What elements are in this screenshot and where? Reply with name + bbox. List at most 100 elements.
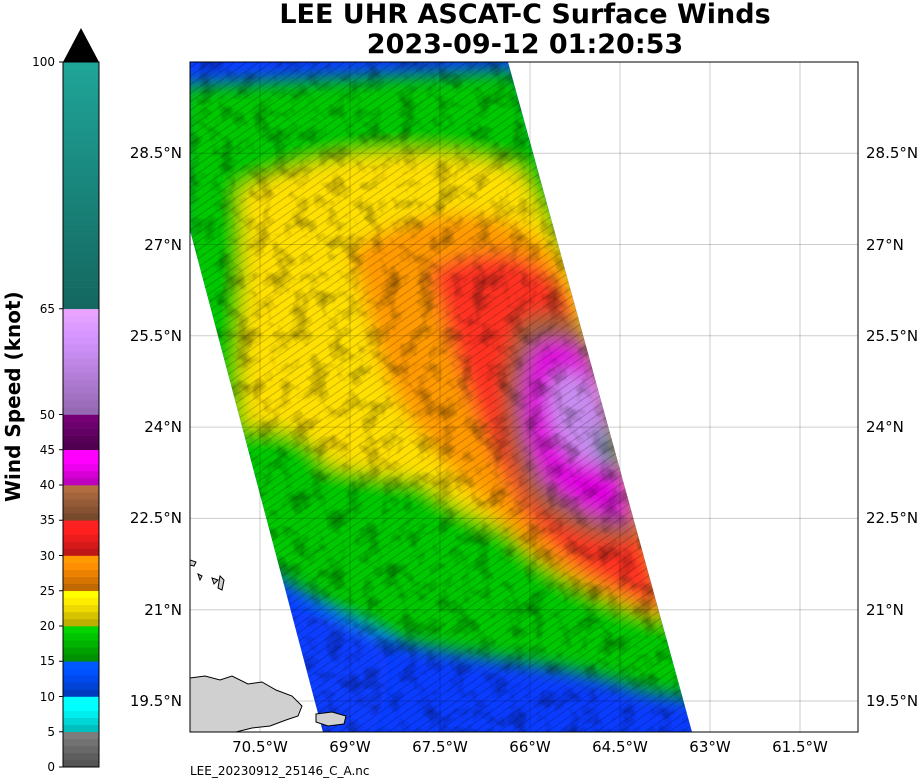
colorbar-band-segment	[63, 499, 99, 507]
colorbar-band-segment	[63, 195, 99, 204]
colorbar-tick-label: 30	[39, 548, 55, 563]
colorbar-band-segment	[63, 287, 99, 295]
colorbar-band-segment	[63, 118, 99, 126]
colorbar-band-segment	[63, 83, 99, 91]
colorbar-band-segment	[63, 647, 99, 655]
longitude-label: 70.5°W	[232, 738, 288, 756]
colorbar-band-segment	[63, 365, 99, 373]
latitude-label-left: 22.5°N	[129, 509, 182, 528]
colorbar-band-segment	[63, 668, 99, 676]
colorbar-band-segment	[63, 358, 99, 366]
colorbar-band-segment	[63, 513, 99, 521]
colorbar-band-segment	[63, 308, 99, 317]
colorbar-band-segment	[63, 745, 99, 754]
colorbar-band-segment	[63, 689, 99, 697]
title-line-1: LEE UHR ASCAT-C Surface Winds	[279, 0, 771, 30]
latitude-label-right: 28.5°N	[866, 144, 919, 163]
colorbar-band-segment	[63, 576, 99, 584]
colorbar-band-segment	[63, 153, 99, 161]
colorbar-band-segment	[63, 231, 99, 239]
colorbar-band-segment	[63, 555, 99, 563]
latitude-label-right: 21°N	[866, 600, 904, 619]
colorbar	[59, 61, 100, 768]
colorbar-band-segment	[63, 548, 99, 556]
colorbar-band-segment	[63, 527, 99, 535]
colorbar-tick-label: 40	[39, 478, 55, 492]
colorbar-band-segment	[63, 449, 99, 458]
colorbar-band-segment	[63, 224, 99, 232]
colorbar-band-segment	[63, 520, 99, 528]
source-filename: LEE_20230912_25146_C_A.nc	[190, 764, 370, 778]
longitude-label: 66°W	[509, 738, 551, 756]
colorbar-band-segment	[63, 456, 99, 465]
latitude-label-right: 19.5°N	[866, 692, 919, 710]
map-axes-frame	[189, 61, 859, 733]
colorbar-band-segment	[63, 485, 99, 493]
colorbar-band-segment	[63, 111, 99, 119]
land-bahamas-islands	[190, 559, 225, 591]
longitude-label: 64.5°W	[592, 738, 648, 756]
colorbar-band-segment	[63, 379, 99, 387]
colorbar-band-segment	[63, 315, 99, 324]
colorbar-band-segment	[63, 428, 99, 436]
colorbar-band-segment	[63, 717, 99, 725]
colorbar-band-segment	[63, 752, 99, 761]
colorbar-band-segment	[63, 435, 99, 443]
latitude-label-left: 21°N	[144, 600, 182, 619]
colorbar-band-segment	[63, 534, 99, 542]
colorbar-band-segment	[63, 477, 99, 486]
land-hispaniola-puerto-rico	[190, 675, 303, 732]
colorbar-band-segment	[63, 393, 99, 401]
colorbar-band-segment	[63, 633, 99, 641]
latitude-label-right: 25.5°N	[866, 326, 919, 345]
colorbar-band-segment	[63, 562, 99, 570]
longitude-label: 69°W	[329, 738, 371, 756]
latitude-label-left: 27°N	[144, 235, 182, 254]
colorbar-band-segment	[63, 280, 99, 288]
colorbar-band-segment	[63, 294, 99, 302]
colorbar-band-segment	[63, 188, 99, 197]
latitude-label-left: 19.5°N	[129, 692, 182, 710]
colorbar-band-segment	[63, 604, 99, 613]
colorbar-band-segment	[63, 541, 99, 549]
colorbar-band-segment	[63, 62, 99, 70]
colorbar-band-segment	[63, 682, 99, 690]
colorbar-band-segment	[63, 252, 99, 260]
colorbar-band-segment	[63, 90, 99, 98]
colorbar-band-segment	[63, 181, 99, 190]
colorbar-band-segment	[63, 654, 99, 662]
colorbar-band-segment	[63, 344, 99, 352]
colorbar-band-segment	[63, 104, 99, 112]
colorbar-band-segment	[63, 590, 99, 599]
colorbar-band-segment	[63, 203, 99, 211]
land-puerto-rico	[315, 711, 347, 727]
longitude-label: 67.5°W	[412, 738, 468, 756]
colorbar-band-segment	[63, 759, 99, 768]
colorbar-band-segment	[63, 731, 99, 740]
latitude-label-right: 24°N	[866, 418, 904, 437]
latitude-label-right: 27°N	[866, 235, 904, 254]
colorbar-band-segment	[63, 583, 99, 592]
colorbar-band-segment	[63, 696, 99, 704]
colorbar-band-segment	[63, 167, 99, 176]
colorbar-band-segment	[63, 139, 99, 147]
colorbar-band-segment	[63, 463, 99, 472]
colorbar-band-segment	[63, 421, 99, 429]
colorbar-band-segment	[63, 322, 99, 331]
colorbar-band-segment	[63, 146, 99, 154]
colorbar-band-segment	[63, 386, 99, 394]
colorbar-tick-label: 20	[39, 619, 55, 633]
latitude-label-left: 24°N	[144, 418, 182, 437]
colorbar-band-segment	[63, 661, 99, 669]
colorbar-band-segment	[63, 492, 99, 500]
colorbar-band-segment	[63, 611, 99, 620]
colorbar-band-segment	[63, 407, 99, 415]
colorbar-tick-label: 0	[47, 760, 55, 774]
colorbar-band-segment	[63, 640, 99, 648]
colorbar-band-segment	[63, 217, 99, 225]
colorbar-band-segment	[63, 125, 99, 133]
title-line-2: 2023-09-12 01:20:53	[366, 29, 684, 60]
colorbar-band-segment	[63, 266, 99, 274]
colorbar-band-segment	[63, 351, 99, 359]
colorbar-band-segment	[63, 259, 99, 267]
